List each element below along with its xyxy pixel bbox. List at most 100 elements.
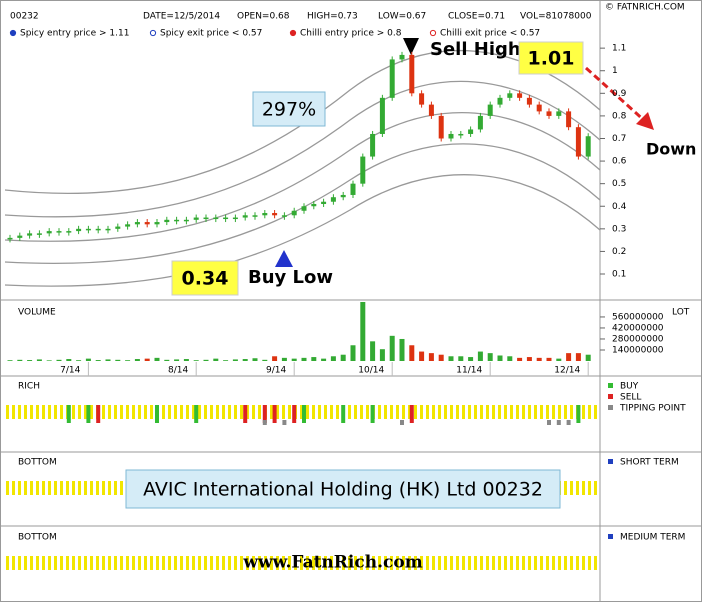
volume-bar bbox=[281, 357, 287, 361]
signal-bar bbox=[547, 420, 551, 425]
volume-bar bbox=[115, 359, 121, 361]
volume-bar bbox=[223, 360, 229, 361]
candle bbox=[448, 133, 454, 139]
legend-label: Chilli entry price > 0.8 bbox=[300, 29, 402, 39]
y-tick-label: 0.5 bbox=[612, 179, 626, 189]
volume-bar bbox=[536, 357, 542, 361]
candle bbox=[321, 201, 327, 204]
candle bbox=[183, 219, 189, 222]
y-tick-label: 560000000 bbox=[612, 312, 664, 322]
candle bbox=[360, 156, 366, 184]
candle bbox=[340, 194, 346, 198]
signal-strip bbox=[5, 556, 598, 570]
legend-label: SELL bbox=[620, 393, 641, 403]
channel-band bbox=[4, 143, 601, 265]
panel-title: BOTTOM bbox=[18, 533, 57, 543]
volume-bar bbox=[85, 358, 91, 361]
legend-marker bbox=[429, 29, 437, 37]
candle bbox=[232, 217, 238, 220]
volume-bar bbox=[105, 359, 111, 361]
y-tick-label: 0.8 bbox=[612, 111, 627, 121]
candle bbox=[95, 228, 101, 231]
volume-bar bbox=[301, 357, 307, 361]
signal-bar bbox=[576, 405, 581, 423]
signal-bar bbox=[86, 405, 91, 423]
channel-band bbox=[4, 174, 601, 287]
signal-bar bbox=[341, 405, 346, 423]
volume-bar bbox=[507, 356, 513, 361]
volume-bar bbox=[526, 357, 532, 361]
legend-marker bbox=[149, 29, 157, 37]
volume-bar bbox=[36, 359, 42, 361]
candle bbox=[105, 228, 111, 231]
volume-bar bbox=[575, 353, 581, 361]
volume-bar bbox=[389, 335, 395, 361]
candle bbox=[458, 133, 464, 136]
legend-label: Chilli exit price < 0.57 bbox=[440, 29, 540, 39]
candle bbox=[115, 226, 121, 229]
volume-bar bbox=[477, 351, 483, 361]
candle bbox=[546, 111, 552, 116]
volume-bar bbox=[56, 359, 62, 361]
candle bbox=[17, 235, 23, 238]
volume-bar bbox=[370, 341, 376, 361]
candle bbox=[497, 97, 503, 105]
candle bbox=[27, 233, 33, 236]
trend-arrow bbox=[584, 66, 648, 124]
legend-label: MEDIUM TERM bbox=[620, 533, 685, 543]
volume-bar bbox=[468, 357, 474, 361]
candle bbox=[174, 219, 180, 222]
volume-bar bbox=[546, 357, 552, 361]
candle bbox=[428, 104, 434, 116]
channel-band bbox=[4, 112, 601, 242]
volume-bar bbox=[458, 356, 464, 361]
volume-bar bbox=[517, 357, 523, 361]
buy-price: 0.34 bbox=[182, 268, 229, 290]
volume-bar bbox=[95, 360, 101, 361]
volume-bar bbox=[566, 353, 572, 361]
volume-bar bbox=[291, 358, 297, 361]
channel-band bbox=[4, 49, 601, 195]
volume-bar bbox=[262, 359, 268, 361]
signal-bar bbox=[262, 420, 267, 425]
stat: VOL=81078000 bbox=[520, 12, 592, 22]
volume-bar bbox=[193, 360, 199, 361]
candle bbox=[213, 217, 219, 220]
y-tick-label: 0.9 bbox=[612, 89, 627, 99]
y-tick-label: 420000000 bbox=[612, 323, 664, 333]
candle bbox=[252, 215, 258, 217]
volume-bar bbox=[379, 349, 385, 361]
candle bbox=[66, 231, 72, 233]
candle bbox=[311, 203, 317, 207]
volume-bar bbox=[497, 355, 503, 361]
volume-bar bbox=[272, 356, 278, 361]
y-tick-label: 0.6 bbox=[612, 157, 627, 167]
legend-marker bbox=[289, 29, 297, 37]
channel-band bbox=[4, 80, 601, 218]
candle bbox=[409, 54, 415, 94]
signal-bar bbox=[243, 405, 248, 423]
volume-bar bbox=[585, 354, 591, 361]
signal-bar bbox=[272, 405, 277, 423]
volume-bar bbox=[399, 338, 405, 361]
signal-bar bbox=[400, 420, 404, 425]
gain-label: 297% bbox=[262, 99, 316, 121]
candle bbox=[301, 206, 307, 211]
y-tick-label: 140000000 bbox=[612, 345, 664, 355]
volume-bar bbox=[174, 359, 180, 361]
candle bbox=[556, 111, 562, 116]
stat: HIGH=0.73 bbox=[307, 12, 358, 22]
annotation-box bbox=[171, 260, 239, 296]
candle bbox=[125, 224, 131, 227]
volume-bar bbox=[164, 359, 170, 361]
channel-bands bbox=[4, 49, 601, 287]
website: www.FatnRich.com bbox=[242, 553, 422, 573]
volume-bar bbox=[330, 356, 336, 361]
candle bbox=[487, 104, 493, 116]
volume-bar bbox=[7, 360, 13, 361]
x-tick-label: 7/14 bbox=[60, 366, 80, 376]
candle bbox=[566, 111, 572, 128]
volume-bar bbox=[66, 359, 72, 361]
symbol: 00232 bbox=[10, 12, 39, 22]
